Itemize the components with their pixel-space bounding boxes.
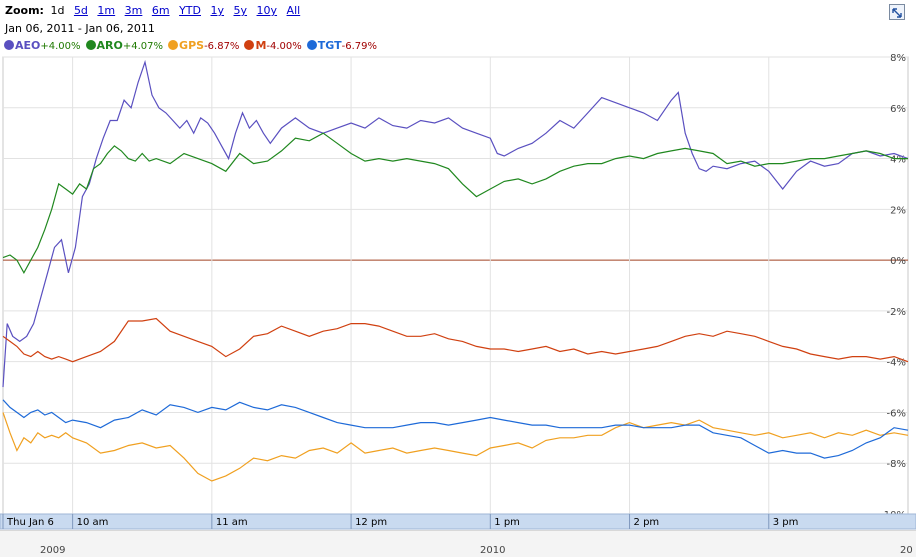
zoom-6m[interactable]: 6m xyxy=(151,4,170,17)
legend-item-aeo[interactable]: AEO+4.00% xyxy=(4,39,81,52)
legend-item-m[interactable]: M-4.00% xyxy=(244,39,302,52)
zoom-1y[interactable]: 1y xyxy=(210,4,225,17)
legend-item-gps[interactable]: GPS-6.87% xyxy=(168,39,239,52)
legend-symbol: TGT xyxy=(317,39,342,52)
expand-icon xyxy=(892,8,902,18)
legend-symbol: AEO xyxy=(15,39,41,52)
series-line-aro xyxy=(2,132,908,275)
overview-year-label: 2009 xyxy=(40,545,66,556)
x-axis-strip xyxy=(0,513,916,530)
series-line-tgt xyxy=(2,399,909,459)
x-tick-label: Thu Jan 6 xyxy=(6,517,54,528)
legend-change: -4.00% xyxy=(266,41,302,52)
fullscreen-button[interactable] xyxy=(889,4,905,20)
x-tick-label: 10 am xyxy=(77,517,109,528)
legend-change: -6.79% xyxy=(341,41,378,52)
y-tick-label: 8% xyxy=(890,53,906,64)
zoom-5y[interactable]: 5y xyxy=(233,4,248,17)
series-line-m xyxy=(2,317,909,363)
y-tick-label: 6% xyxy=(890,104,906,115)
overview-year-label: 2010 xyxy=(480,545,506,556)
legend-item-tgt[interactable]: TGT-6.79% xyxy=(306,39,378,52)
zoom-1m[interactable]: 1m xyxy=(97,4,116,17)
y-tick-label: 0% xyxy=(890,256,906,267)
zoom-bar: Zoom: 1d 5d 1m 3m 6m YTD 1y 5y 10y All xyxy=(5,4,306,20)
plot-frame xyxy=(2,56,909,515)
overview-strip[interactable]: 2009 2010 20 xyxy=(0,530,916,557)
y-tick-label: -8% xyxy=(887,459,906,470)
y-tick-label: -4% xyxy=(887,358,906,369)
legend-symbol: ARO xyxy=(96,39,123,52)
x-tick-label: 2 pm xyxy=(634,517,660,528)
legend-change: +4.00% xyxy=(40,41,81,52)
legend-change: -6.87% xyxy=(204,41,240,52)
y-tick-label: 4% xyxy=(890,155,906,166)
zoom-all[interactable]: All xyxy=(286,4,301,17)
zoom-1d[interactable]: 1d xyxy=(50,4,65,17)
zoom-3m[interactable]: 3m xyxy=(124,4,143,17)
y-tick-label: -2% xyxy=(887,307,906,318)
legend: AEO+4.00% ARO+4.07% GPS-6.87% M-4.00% TGT-6.… xyxy=(4,39,382,52)
legend-dot-icon xyxy=(4,40,14,50)
series-line-gps xyxy=(2,412,909,482)
legend-change: +4.07% xyxy=(122,41,164,52)
legend-dot-icon xyxy=(244,40,255,50)
x-tick-label: 1 pm xyxy=(494,517,520,528)
date-range: Jan 06, 2011 - Jan 06, 2011 xyxy=(5,22,155,35)
legend-dot-icon xyxy=(85,40,96,50)
legend-symbol: M xyxy=(255,39,267,52)
x-tick-label: 11 am xyxy=(216,517,248,528)
zoom-label: Zoom: xyxy=(5,4,44,17)
zoom-5d[interactable]: 5d xyxy=(73,4,88,17)
x-tick-label: 12 pm xyxy=(355,517,387,528)
legend-symbol: GPS xyxy=(179,39,205,52)
y-tick-label: 2% xyxy=(890,205,906,216)
x-tick-label: 3 pm xyxy=(773,517,799,528)
legend-item-aro[interactable]: ARO+4.07% xyxy=(85,39,164,52)
zoom-ytd[interactable]: YTD xyxy=(179,4,201,17)
series-line-aeo xyxy=(2,59,909,388)
zoom-10y[interactable]: 10y xyxy=(256,4,278,17)
y-tick-label: -6% xyxy=(887,408,906,419)
legend-dot-icon xyxy=(168,40,179,50)
legend-dot-icon xyxy=(306,40,317,50)
overview-year-label: 20 xyxy=(900,545,913,556)
